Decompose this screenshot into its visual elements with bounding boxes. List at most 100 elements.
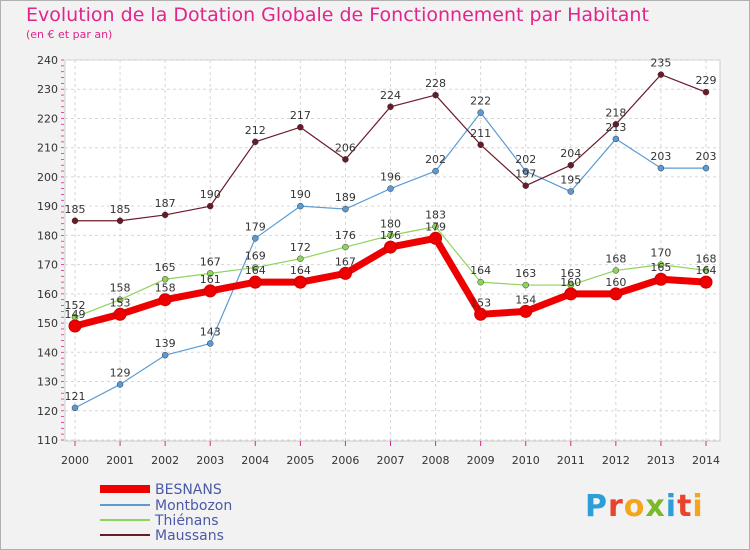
data-label-maussans: 187 — [155, 197, 176, 210]
y-axis: 110 120 130 140 150 160 170 180 190 200 210 220 230 2… — [37, 54, 64, 447]
data-label-maussans: 229 — [696, 74, 717, 87]
x-tick-label: 2003 — [196, 454, 224, 467]
data-point-maussans — [432, 91, 439, 99]
data-label-thiénans: 164 — [470, 264, 491, 277]
x-tick-label: 2007 — [377, 454, 405, 467]
data-point-thiénans — [387, 232, 394, 239]
data-label-montbozon: 139 — [155, 337, 176, 350]
data-label-thiénans: 170 — [650, 247, 671, 260]
data-label-maussans: 228 — [425, 77, 446, 90]
data-point-maussans — [71, 217, 79, 225]
data-label-maussans: 212 — [245, 124, 266, 137]
x-tick-label: 2006 — [331, 454, 359, 467]
x-tick-label: 2001 — [106, 454, 134, 467]
x-tick-label: 2005 — [286, 454, 314, 467]
data-label-montbozon: 202 — [515, 153, 536, 166]
data-point-besnans — [654, 272, 668, 286]
data-point-besnans — [609, 287, 623, 301]
data-label-besnans: 160 — [605, 276, 626, 289]
y-tick-label: 120 — [37, 405, 58, 418]
data-label-montbozon: 202 — [425, 153, 446, 166]
data-point-montbozon — [477, 109, 484, 116]
data-label-maussans: 217 — [290, 109, 311, 122]
data-label-besnans: 158 — [155, 282, 176, 295]
data-point-maussans — [206, 202, 214, 210]
x-tick-label: 2002 — [151, 454, 179, 467]
data-label-maussans: 185 — [65, 203, 86, 216]
x-tick-label: 2009 — [467, 454, 495, 467]
data-point-montbozon — [71, 404, 79, 412]
data-label-montbozon: 179 — [245, 220, 266, 233]
data-label-besnans: 176 — [380, 229, 401, 242]
data-point-besnans — [113, 307, 127, 321]
data-point-montbozon — [702, 164, 710, 172]
data-point-montbozon — [522, 167, 529, 175]
y-tick-label: 210 — [37, 142, 58, 155]
data-label-thiénans: 168 — [605, 252, 626, 265]
data-point-thiénans — [252, 264, 259, 271]
y-tick-label: 110 — [37, 434, 58, 447]
legend-label-montbozon: Montbozon — [155, 498, 232, 514]
data-label-besnans: 164 — [245, 264, 266, 277]
data-point-besnans — [564, 287, 578, 301]
data-label-montbozon: 143 — [200, 326, 221, 339]
data-label-montbozon: 189 — [335, 191, 356, 204]
data-point-besnans — [68, 319, 82, 333]
data-point-maussans — [657, 71, 665, 78]
data-point-montbozon — [297, 202, 304, 210]
data-point-maussans — [116, 217, 124, 225]
data-point-thiénans — [432, 223, 439, 230]
data-label-thiénans: 176 — [335, 229, 356, 242]
data-label-besnans: 165 — [650, 261, 671, 274]
data-label-maussans: 224 — [380, 89, 401, 102]
proxiti-logo: Proxiti — [585, 489, 704, 524]
data-point-thiénans — [522, 281, 529, 289]
data-label-besnans: 160 — [560, 276, 581, 289]
data-point-maussans — [387, 103, 394, 111]
data-label-maussans: 211 — [470, 127, 491, 140]
data-label-maussans: 190 — [200, 188, 221, 201]
data-point-besnans — [293, 275, 307, 289]
data-point-maussans — [161, 211, 169, 219]
data-point-maussans — [252, 138, 259, 146]
data-point-besnans — [203, 284, 217, 298]
data-point-thiénans — [612, 267, 620, 274]
data-label-montbozon: 222 — [470, 95, 491, 108]
data-label-thiénans: 163 — [515, 267, 536, 280]
data-point-maussans — [612, 121, 620, 128]
data-point-thiénans — [477, 278, 484, 286]
data-point-besnans — [429, 231, 443, 245]
data-point-besnans — [699, 275, 713, 289]
data-point-maussans — [297, 123, 304, 131]
data-point-maussans — [477, 141, 484, 149]
y-tick-label: 220 — [37, 112, 58, 125]
data-label-besnans: 153 — [470, 296, 491, 309]
data-label-maussans: 204 — [560, 147, 581, 160]
x-axis: 2000 2001 2002 2003 2004 2005 2006 2007 2008 2009… — [61, 441, 720, 467]
data-label-besnans: 154 — [515, 293, 536, 306]
data-label-montbozon: 213 — [605, 121, 626, 134]
chart-subtitle: (en € et par an) — [26, 28, 113, 41]
data-label-maussans: 185 — [110, 203, 131, 216]
x-tick-label: 2013 — [647, 454, 675, 467]
legend-label-maussans: Maussans — [155, 528, 224, 544]
data-label-thiénans: 152 — [65, 299, 86, 312]
data-point-thiénans — [702, 267, 710, 274]
legend-label-besnans: BESNANS — [155, 482, 222, 498]
data-point-thiénans — [116, 296, 124, 303]
y-tick-label: 150 — [37, 317, 58, 330]
data-point-montbozon — [387, 185, 394, 192]
data-point-besnans — [519, 304, 533, 318]
y-tick-label: 230 — [37, 83, 58, 96]
y-tick-label: 170 — [37, 259, 58, 272]
y-tick-label: 180 — [37, 229, 58, 242]
data-point-besnans — [384, 240, 397, 254]
data-point-maussans — [522, 182, 529, 189]
y-tick-label: 190 — [37, 200, 58, 213]
data-point-montbozon — [432, 167, 439, 175]
data-point-montbozon — [206, 340, 214, 347]
data-point-montbozon — [161, 351, 169, 359]
y-tick-label: 160 — [37, 288, 58, 301]
